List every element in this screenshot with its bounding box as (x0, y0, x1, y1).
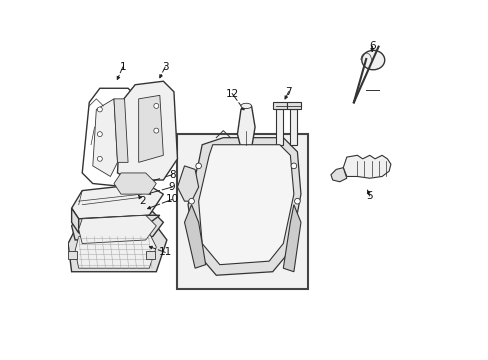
Text: 1: 1 (119, 62, 126, 72)
Text: 7: 7 (285, 87, 291, 97)
Polygon shape (286, 102, 300, 109)
Polygon shape (114, 99, 128, 162)
Text: 12: 12 (225, 89, 238, 99)
Circle shape (195, 163, 201, 169)
Text: 11: 11 (158, 247, 171, 257)
Polygon shape (114, 173, 156, 194)
Text: 6: 6 (368, 41, 375, 51)
Text: 4: 4 (186, 224, 193, 234)
Bar (177, 134, 307, 289)
Bar (68, 251, 77, 259)
Circle shape (294, 198, 300, 204)
Circle shape (154, 103, 159, 108)
Text: 10: 10 (165, 194, 179, 204)
Polygon shape (184, 205, 205, 268)
Polygon shape (71, 208, 79, 233)
Text: 5: 5 (366, 191, 372, 201)
Polygon shape (198, 145, 293, 265)
Polygon shape (68, 226, 166, 272)
Polygon shape (283, 205, 300, 272)
Polygon shape (272, 102, 286, 109)
Polygon shape (177, 166, 198, 201)
Text: 8: 8 (168, 170, 175, 180)
Polygon shape (330, 168, 346, 182)
Circle shape (290, 163, 296, 169)
Polygon shape (71, 212, 163, 240)
Polygon shape (188, 138, 300, 275)
Polygon shape (237, 106, 255, 148)
Text: 3: 3 (162, 62, 168, 72)
Polygon shape (276, 109, 283, 145)
Text: 9: 9 (168, 182, 175, 192)
Circle shape (154, 128, 159, 133)
Polygon shape (79, 215, 160, 233)
Polygon shape (117, 81, 177, 180)
Polygon shape (82, 88, 142, 187)
Ellipse shape (241, 103, 251, 109)
Bar (145, 251, 154, 259)
Polygon shape (75, 233, 156, 268)
Polygon shape (139, 95, 163, 162)
Ellipse shape (361, 50, 384, 70)
Text: 2: 2 (139, 196, 145, 206)
Circle shape (97, 156, 102, 161)
Polygon shape (343, 155, 390, 178)
Circle shape (188, 198, 194, 204)
Polygon shape (93, 99, 117, 176)
Circle shape (97, 132, 102, 136)
Polygon shape (79, 215, 156, 243)
Polygon shape (290, 109, 297, 145)
Polygon shape (71, 184, 163, 219)
Circle shape (97, 107, 102, 112)
